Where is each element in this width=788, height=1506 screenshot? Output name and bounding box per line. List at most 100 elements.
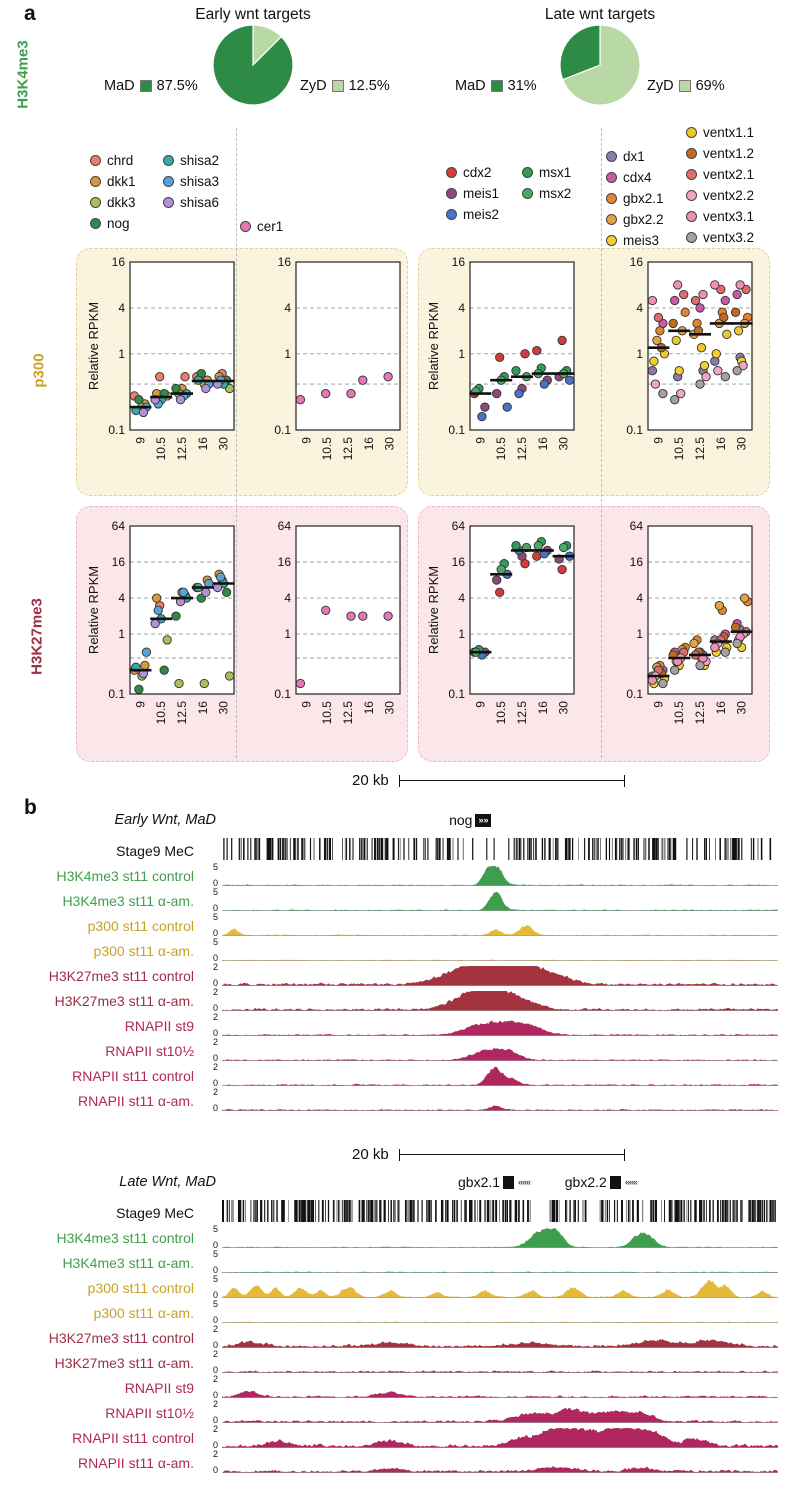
dashed-separator-late (601, 128, 602, 758)
scale-bar-a: 20 kb (352, 772, 625, 789)
data-point-cdx2 (520, 349, 530, 359)
x-tick-label: 12.5 (175, 437, 189, 461)
data-point-cer1 (346, 388, 356, 399)
legend-item-gbx2.2: gbx2.2 (606, 209, 664, 230)
signal-area (222, 891, 778, 911)
axis-zero-label: 0 (212, 1240, 218, 1250)
legend-label: meis2 (463, 207, 500, 222)
track-plot (221, 1199, 778, 1223)
pie-chart-late (559, 24, 641, 106)
data-point-meis3 (699, 360, 710, 371)
data-point-msx2 (533, 541, 543, 551)
legend-label: gbx2.2 (623, 212, 664, 227)
signal-track (222, 1465, 778, 1474)
data-point-cer1 (321, 388, 331, 399)
legend-late-mad-col1: cdx2 meis1 meis2 (446, 162, 499, 225)
y-tick-label: 4 (458, 301, 465, 315)
legend-swatch (90, 197, 101, 208)
y-tick-label: 0.1 (108, 687, 125, 701)
data-point-gbx2.1 (680, 307, 690, 317)
scatter-h3k27me3-late-zyd: 64 16 4 1 0.1 9 10.5 12.5 16 30 (626, 519, 753, 724)
legend-label: shisa3 (180, 174, 220, 189)
track-plot (222, 865, 778, 887)
axis-zero-label: 0 (212, 1103, 218, 1113)
signal-track (222, 1020, 778, 1037)
axis-zero-label: 0 (212, 1290, 218, 1300)
data-point-ventx2.1 (679, 289, 689, 300)
y-tick-label: 64 (630, 519, 644, 533)
track-row: RNAPII st9 2 0 (2, 1374, 788, 1400)
section-title-early: Early wnt targets (195, 6, 311, 23)
x-tick-label: 10.5 (154, 437, 168, 461)
signal-track (222, 1339, 778, 1349)
x-tick-label: 16 (362, 701, 376, 715)
axis-max-label: 5 (212, 1299, 218, 1309)
scale-bar-b: 20 kb (352, 1146, 625, 1163)
x-tick-label: 10.5 (320, 437, 334, 461)
pie-caption-label: ZyD (300, 78, 327, 94)
x-tick-label: 12.5 (341, 437, 355, 461)
data-point-meis1 (492, 388, 502, 399)
signal-area (222, 1020, 778, 1036)
data-point-ventx3.1 (698, 289, 708, 300)
legend-item-meis2: meis2 (446, 204, 499, 225)
track-plot (222, 1452, 778, 1474)
data-point-ventx3.2 (720, 372, 730, 382)
x-tick-label: 12.5 (693, 437, 707, 461)
axis-zero-label: 0 (212, 1415, 218, 1425)
axis-max-label: 2 (212, 1449, 218, 1459)
legend-item-ventx2.1: ventx2.1 (686, 164, 754, 185)
signal-area (222, 1428, 778, 1448)
y-tick-label: 0.1 (626, 423, 643, 437)
x-tick-label: 30 (383, 437, 397, 451)
legend-swatch (606, 214, 617, 225)
data-point-cer1 (295, 678, 306, 689)
track-row: RNAPII st9 2 0 (2, 1012, 788, 1038)
gene-body-icon: »» (475, 813, 492, 827)
data-point-ventx3.2 (695, 379, 705, 389)
x-tick-label: 10.5 (494, 437, 508, 461)
data-point-nog (159, 665, 169, 675)
data-point-gbx2.1 (692, 318, 702, 329)
data-point-ventx1.1 (696, 343, 707, 353)
data-point-shisa6 (201, 383, 211, 394)
x-tick-label: 16 (536, 437, 550, 451)
data-point-shisa3 (141, 647, 152, 657)
plot-frame (469, 525, 575, 695)
data-point-cdx2 (557, 335, 567, 346)
y-tick-label: 4 (458, 591, 465, 605)
scatter-p300-late-mad: 16 4 1 0.1 9 10.5 12.5 16 30 Relative RPKM (426, 255, 575, 461)
data-point-meis3 (674, 366, 684, 376)
track-plot (222, 1040, 778, 1062)
data-point-shisa6 (175, 395, 186, 405)
y-tick-label: 16 (452, 555, 466, 569)
data-point-gbx2.2 (689, 638, 699, 649)
scale-bar-line (398, 774, 625, 787)
legend-label: ventx3.2 (703, 230, 755, 245)
track-plot (222, 1427, 778, 1449)
signal-track (222, 1271, 778, 1274)
track-plot (222, 915, 778, 937)
axis-max-label: 2 (212, 1062, 218, 1072)
gene-body-icon (609, 1175, 621, 1189)
legend-item-cdx4: cdx4 (606, 167, 664, 188)
signal-track (222, 959, 778, 962)
signal-track (222, 1279, 778, 1299)
track-label: H3K27me3 st11 control (48, 1330, 194, 1346)
track-label: p300 st11 α-am. (93, 943, 194, 959)
data-point-chrd (180, 372, 190, 382)
track-label: p300 st11 control (87, 918, 194, 934)
x-tick-label: 12.5 (341, 701, 355, 725)
y-tick-label: 0.1 (626, 687, 643, 701)
signal-track (222, 866, 778, 887)
data-point-ventx3.1 (647, 295, 658, 306)
axis-zero-label: 0 (212, 1465, 218, 1475)
pie-caption-label: ZyD (647, 78, 674, 94)
legend-early-mad-col1: chrd dkk1 dkk3 nog (90, 150, 136, 234)
data-point-shisa6 (201, 587, 211, 597)
legend-item-cer1: cer1 (240, 216, 283, 237)
axis-zero-label: 0 (212, 903, 218, 913)
data-point-ventx3.2 (732, 366, 742, 376)
track-row: p300 st11 control 5 0 (2, 912, 788, 938)
